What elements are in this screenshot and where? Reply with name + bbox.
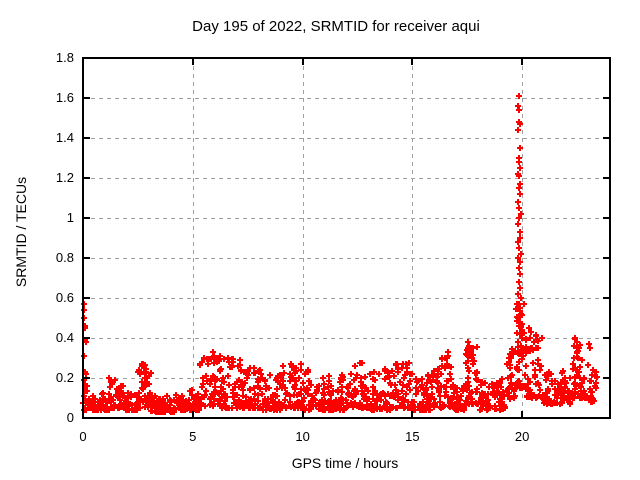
y-tick-label: 0.2 [56, 370, 74, 385]
axis-ticks [82, 57, 610, 419]
plot-border [82, 57, 611, 419]
data-points [80, 93, 600, 415]
x-axis-label: GPS time / hours [291, 455, 399, 471]
y-tick-label: 0.4 [56, 330, 74, 345]
x-tick-label: 5 [189, 429, 196, 444]
y-tick-label: 1 [67, 210, 74, 225]
y-tick-label: 1.2 [56, 170, 74, 185]
y-tick-label: 0.8 [56, 250, 74, 265]
chart-title: Day 195 of 2022, SRMTID for receiver aqu… [192, 18, 480, 35]
y-tick-label: 1.4 [56, 130, 74, 145]
tick-labels: 0 0.2 0.4 0.6 0.8 1 1.2 1.4 1.6 1.8 0 5 10 15 20 [56, 50, 529, 444]
y-tick-label: 0.6 [56, 290, 74, 305]
grid-lines [83, 58, 610, 418]
y-tick-label: 1.6 [56, 90, 74, 105]
x-tick-label: 20 [515, 429, 529, 444]
y-tick-label: 1.8 [56, 50, 74, 65]
x-tick-label: 0 [79, 429, 86, 444]
x-tick-label: 10 [295, 429, 309, 444]
y-tick-label: 0 [67, 410, 74, 425]
x-tick-label: 15 [405, 429, 419, 444]
